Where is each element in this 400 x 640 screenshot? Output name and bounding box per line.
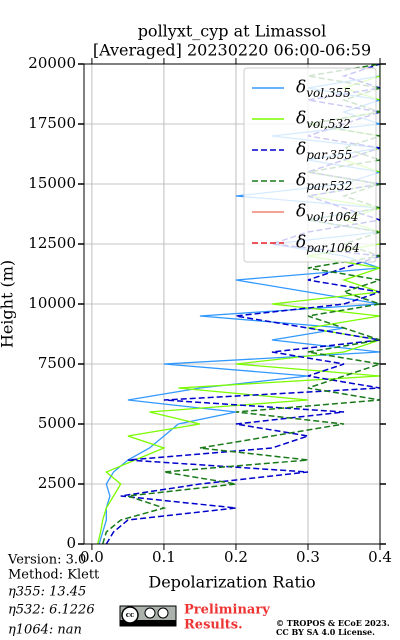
chart-title: pollyxt_cyp at Limassol: [138, 22, 327, 41]
method: Method: Klett: [8, 568, 100, 583]
x-axis-label: Depolarization Ratio: [148, 573, 315, 592]
axes: 0.0 0.1 0.2 0.3 0.4 0 2500 5000 7500 10000 12500 15…: [28, 54, 392, 566]
version: Version: 3.0: [7, 553, 86, 568]
x-tick-label: 0.4: [368, 548, 392, 566]
legend: δvol,355δvol,532δpar,355δpar,532δvol,106…: [243, 67, 377, 263]
eta-355: η355: 13.45: [8, 585, 86, 600]
y-tick-label: 7500: [38, 354, 76, 372]
y-tick-label: 17500: [28, 114, 76, 132]
x-tick-label: 0.3: [296, 548, 320, 566]
cc-logo: cc: [119, 605, 177, 627]
y-tick-label: 10000: [28, 294, 76, 312]
license: CC BY SA 4.0 License.: [276, 627, 375, 637]
eta-1064: η1064: nan: [8, 623, 82, 638]
y-tick-label: 0: [66, 534, 76, 552]
copyright: © TROPOS & ECoE 2023.: [276, 618, 390, 628]
eta-532: η532: 6.1226: [8, 603, 95, 618]
y-tick-label: 12500: [28, 234, 76, 252]
legend-box: [243, 67, 377, 263]
svg-text:cc: cc: [126, 610, 135, 619]
y-tick-label: 5000: [38, 414, 76, 432]
x-tick-label: 0.1: [152, 548, 176, 566]
results: Results.: [184, 618, 243, 633]
y-tick-label: 2500: [38, 474, 76, 492]
y-tick-label: 20000: [28, 54, 76, 72]
chart-subtitle: [Averaged] 20230220 06:00-06:59: [93, 41, 371, 60]
x-tick-label: 0.0: [80, 548, 104, 566]
preliminary: Preliminary: [184, 603, 270, 618]
y-tick-label: 15000: [28, 174, 76, 192]
y-axis-label: Height (m): [0, 260, 17, 348]
profile-line: [97, 64, 380, 544]
x-tick-label: 0.2: [224, 548, 248, 566]
